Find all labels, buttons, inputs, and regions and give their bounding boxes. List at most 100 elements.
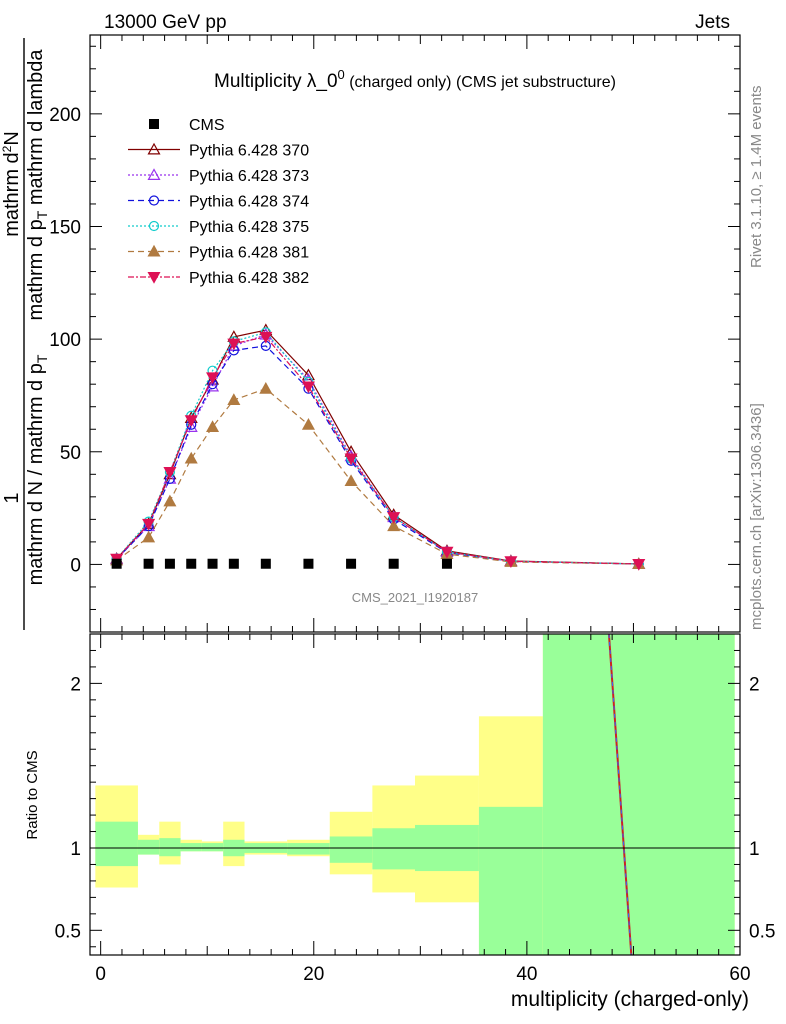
legend-label: Pythia 6.428 370 — [189, 143, 309, 160]
main-title: Multiplicity λ_00 (charged only) (CMS je… — [214, 67, 616, 92]
series-pythia-6-428-373 — [110, 327, 646, 569]
main-y-tick-label: 150 — [49, 217, 81, 238]
x-tick-label: 0 — [95, 964, 106, 985]
ratio-y-tick-label: 1 — [749, 839, 760, 860]
stat-uncertainty-band — [329, 836, 373, 863]
data-point — [260, 558, 271, 569]
data-point — [143, 558, 154, 569]
legend-marker — [147, 142, 161, 155]
legend-label: Pythia 6.428 382 — [189, 270, 309, 287]
data-point — [441, 558, 452, 569]
stat-uncertainty-band — [542, 634, 735, 955]
data-point — [227, 338, 241, 351]
series-cms — [111, 558, 452, 569]
data-point — [259, 381, 273, 394]
data-point — [301, 381, 315, 394]
legend-item: Pythia 6.428 370 — [128, 143, 309, 160]
data-point — [142, 530, 156, 543]
main-y-tick-label: 50 — [60, 443, 81, 464]
ratio-model-line — [608, 634, 632, 955]
ratio-y-tick-label: 1 — [70, 839, 81, 860]
data-point — [206, 379, 220, 392]
stat-uncertainty-band — [137, 839, 160, 855]
data-point — [632, 558, 646, 571]
stat-uncertainty-band — [95, 821, 138, 867]
series-line — [116, 331, 639, 565]
x-axis-label: multiplicity (charged-only) — [511, 988, 749, 1011]
ylabel-numer-1: 1 — [1, 492, 23, 503]
main-y-tick-label: 200 — [49, 105, 81, 126]
legend-marker — [148, 195, 160, 206]
stat-uncertainty-band — [180, 843, 202, 852]
ratio-y-tick-label: 0.5 — [749, 921, 775, 942]
series-pythia-6-428-375 — [111, 327, 644, 570]
legend-label: Pythia 6.428 373 — [189, 168, 309, 185]
ylabel-denom-2: mathrm d pT mathrm d lambda — [25, 49, 50, 321]
series-pythia-6-428-382 — [110, 331, 646, 571]
legend: CMS Pythia 6.428 370 Pythia 6.428 373 Pythi… — [128, 117, 309, 287]
main-y-tick-label: 0 — [70, 555, 81, 576]
data-point — [184, 451, 198, 464]
ratio-y-tick-label: 2 — [749, 674, 760, 695]
data-point — [344, 474, 358, 487]
legend-marker — [149, 119, 159, 129]
series-line — [116, 345, 639, 565]
data-point — [440, 546, 454, 559]
stat-uncertainty-band — [159, 838, 181, 857]
legend-marker — [148, 220, 160, 232]
header-left: 13000 GeV pp — [104, 12, 227, 33]
x-tick-label: 20 — [303, 964, 324, 985]
x-tick-label: 60 — [729, 964, 750, 985]
series-line — [116, 336, 639, 565]
legend-item: Pythia 6.428 381 — [128, 245, 309, 262]
uncertainty-bands — [95, 634, 735, 955]
data-point — [207, 558, 218, 569]
main-frame — [89, 34, 741, 633]
stat-uncertainty-band — [287, 843, 330, 855]
data-point — [387, 512, 401, 524]
data-point — [259, 331, 273, 344]
data-point — [504, 556, 518, 568]
legend-marker — [147, 168, 161, 180]
header-right: Jets — [695, 12, 730, 33]
ratio-y-tick-label: 2 — [70, 674, 81, 695]
data-point — [111, 558, 122, 569]
legend-item: Pythia 6.428 382 — [128, 270, 309, 287]
legend-label: Pythia 6.428 381 — [189, 245, 309, 262]
rivet-version-text: Rivet 3.1.10, ≥ 1.4M events — [748, 86, 765, 269]
data-point — [163, 494, 177, 507]
data-point — [388, 558, 399, 569]
watermark: CMS_2021_I1920187 — [352, 590, 479, 605]
legend-item: Pythia 6.428 374 — [128, 194, 309, 211]
data-point — [142, 518, 156, 531]
legend-label: Pythia 6.428 374 — [189, 194, 309, 211]
data-point — [344, 453, 358, 466]
legend-marker — [147, 244, 161, 257]
series-pythia-6-428-370 — [110, 323, 646, 569]
data-point — [303, 558, 314, 569]
data-point — [163, 467, 177, 479]
ratio-panel: 0.5 0.51 12 20 20 40 60 — [55, 633, 775, 985]
data-point — [186, 558, 197, 569]
series-line — [116, 333, 639, 565]
data-point — [228, 558, 239, 569]
data-point — [206, 420, 220, 432]
data-point — [184, 415, 198, 427]
ratio-ylabel: Ratio to CMS — [24, 750, 41, 839]
data-point — [387, 519, 401, 532]
stat-uncertainty-band — [372, 828, 415, 870]
x-tick-label: 40 — [516, 964, 537, 985]
data-point — [164, 558, 175, 569]
data-point — [346, 558, 357, 569]
series-line — [116, 388, 639, 565]
series-line — [116, 329, 639, 565]
legend-label: CMS — [189, 117, 225, 134]
main-y-tick-label: 100 — [49, 330, 81, 351]
main-panel: Multiplicity λ_00 (charged only) (CMS je… — [49, 34, 741, 633]
ratio-frame — [89, 633, 741, 956]
main-ylabel: 1 mathrm d2N mathrm d N / mathrm d pT ma… — [0, 38, 50, 630]
mcplots-text: mcplots.cern.ch [arXiv:1306.3436] — [748, 403, 765, 630]
data-point — [301, 418, 315, 430]
ylabel-denom-1: mathrm d N / mathrm d pT — [25, 354, 50, 585]
data-point — [206, 372, 220, 385]
